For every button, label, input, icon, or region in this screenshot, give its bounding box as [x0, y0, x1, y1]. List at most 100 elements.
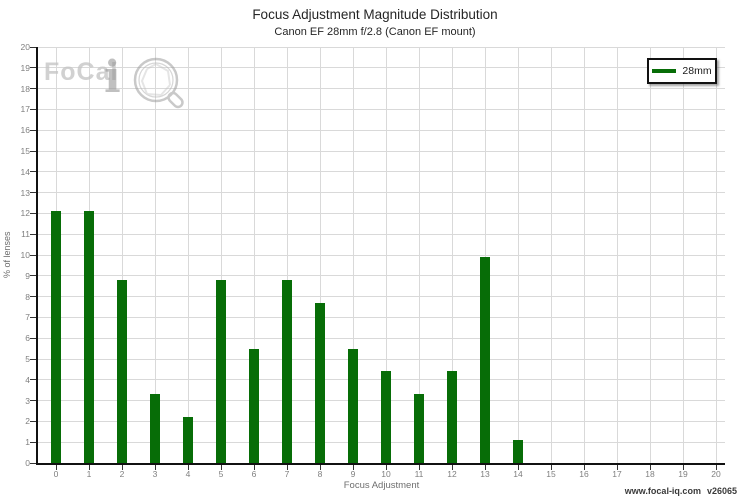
- y-tick: [30, 254, 36, 256]
- bar-x8: [315, 302, 325, 463]
- y-tick-label: 12: [20, 208, 30, 219]
- y-tick-label: 15: [20, 146, 30, 156]
- y-gridline: [38, 233, 725, 235]
- x-gridline: [220, 47, 222, 463]
- legend-swatch-28mm: [652, 69, 677, 73]
- x-tick-label: 14: [513, 469, 523, 479]
- y-gridline: [38, 337, 725, 339]
- chart-title: Focus Adjustment Magnitude Distribution: [252, 7, 498, 22]
- y-tick-label: 14: [20, 166, 30, 177]
- x-tick-label: 7: [284, 469, 290, 479]
- y-gridline: [38, 358, 725, 360]
- y-tick-label: 10: [20, 250, 30, 260]
- y-tick-label: 1: [25, 437, 30, 448]
- y-tick-label: 7: [25, 312, 30, 323]
- x-gridline: [517, 47, 519, 463]
- footer-branding: www.focal-iq.com v26065: [619, 486, 737, 496]
- x-tick-label: 17: [612, 469, 622, 479]
- x-tick-label: 1: [86, 469, 92, 479]
- x-gridline: [649, 47, 651, 463]
- x-gridline: [121, 47, 123, 463]
- y-gridline: [38, 254, 725, 256]
- x-gridline: [154, 47, 156, 463]
- y-gridline: [38, 150, 725, 152]
- y-tick: [30, 420, 36, 422]
- y-gridline: [38, 316, 725, 318]
- x-gridline: [253, 47, 255, 463]
- legend-label: 28mm: [682, 65, 712, 77]
- y-tick: [30, 358, 36, 360]
- bar-x5: [216, 279, 226, 463]
- x-tick-label: 4: [185, 469, 191, 479]
- x-tick-label: 13: [480, 469, 490, 479]
- y-tick: [30, 150, 36, 152]
- footer-url: www.focal-iq.com: [624, 486, 701, 496]
- y-tick: [30, 400, 36, 402]
- x-axis-line: [36, 463, 725, 465]
- y-gridline: [38, 67, 725, 69]
- x-tick: [385, 465, 387, 470]
- x-gridline: [583, 47, 585, 463]
- bar-x4: [183, 417, 193, 463]
- x-tick: [616, 465, 618, 470]
- y-tick-label: 2: [25, 416, 30, 427]
- y-tick-label: 20: [20, 42, 30, 52]
- x-gridline: [715, 47, 717, 463]
- x-tick-label: 20: [711, 469, 721, 479]
- x-tick-label: 15: [546, 469, 556, 479]
- y-tick: [30, 171, 36, 173]
- x-tick-label: 8: [317, 469, 323, 479]
- x-tick: [715, 465, 717, 470]
- x-tick: [319, 465, 321, 470]
- bar-x12: [447, 371, 457, 463]
- x-tick-label: 9: [350, 469, 356, 479]
- x-gridline: [418, 47, 420, 463]
- y-tick: [30, 192, 36, 194]
- y-gridline: [38, 108, 725, 110]
- plot-area: 0 1 2 3 4 5 6 7 8 9 10 11 12 13 14 15 16 17 18 19 20 0 1 2 3 4 5 6 7…: [21, 42, 725, 479]
- x-tick: [418, 465, 420, 470]
- y-tick-label: 4: [25, 374, 30, 385]
- x-tick-label: 19: [678, 469, 688, 479]
- legend-box[interactable]: 28mm: [647, 58, 717, 84]
- y-gridline: [38, 275, 725, 277]
- x-tick-label: 18: [645, 469, 655, 479]
- x-tick: [88, 465, 90, 470]
- x-gridline: [616, 47, 618, 463]
- y-gridline: [38, 296, 725, 298]
- x-tick: [550, 465, 552, 470]
- x-tick: [682, 465, 684, 470]
- x-tick: [484, 465, 486, 470]
- x-tick: [286, 465, 288, 470]
- y-tick-label: 0: [25, 458, 30, 468]
- footer-version: v26065: [706, 486, 737, 496]
- x-tick: [517, 465, 519, 470]
- x-gridline: [451, 47, 453, 463]
- x-tick: [187, 465, 189, 470]
- x-axis-title: Focus Adjustment: [343, 480, 420, 491]
- bar-x9: [348, 348, 358, 463]
- y-tick: [30, 379, 36, 381]
- y-tick: [30, 296, 36, 298]
- x-tick: [154, 465, 156, 470]
- y-tick-label: 19: [20, 62, 30, 73]
- x-tick-label: 6: [251, 469, 257, 479]
- y-tick-label: 5: [25, 354, 30, 364]
- y-tick: [30, 275, 36, 277]
- y-tick: [30, 233, 36, 235]
- y-tick-label: 17: [20, 104, 30, 115]
- y-tick: [30, 316, 36, 318]
- x-tick-label: 12: [447, 469, 457, 479]
- bar-x1: [84, 211, 94, 463]
- y-tick: [30, 67, 36, 69]
- y-gridline: [38, 88, 725, 90]
- y-tick-label: 3: [25, 395, 30, 406]
- y-tick: [30, 88, 36, 90]
- x-gridline: [286, 47, 288, 463]
- x-tick: [649, 465, 651, 470]
- y-tick: [30, 462, 36, 464]
- y-tick: [30, 46, 36, 48]
- chart-subtitle: Canon EF 28mm f/2.8 (Canon EF mount): [274, 26, 476, 38]
- y-tick: [30, 441, 36, 443]
